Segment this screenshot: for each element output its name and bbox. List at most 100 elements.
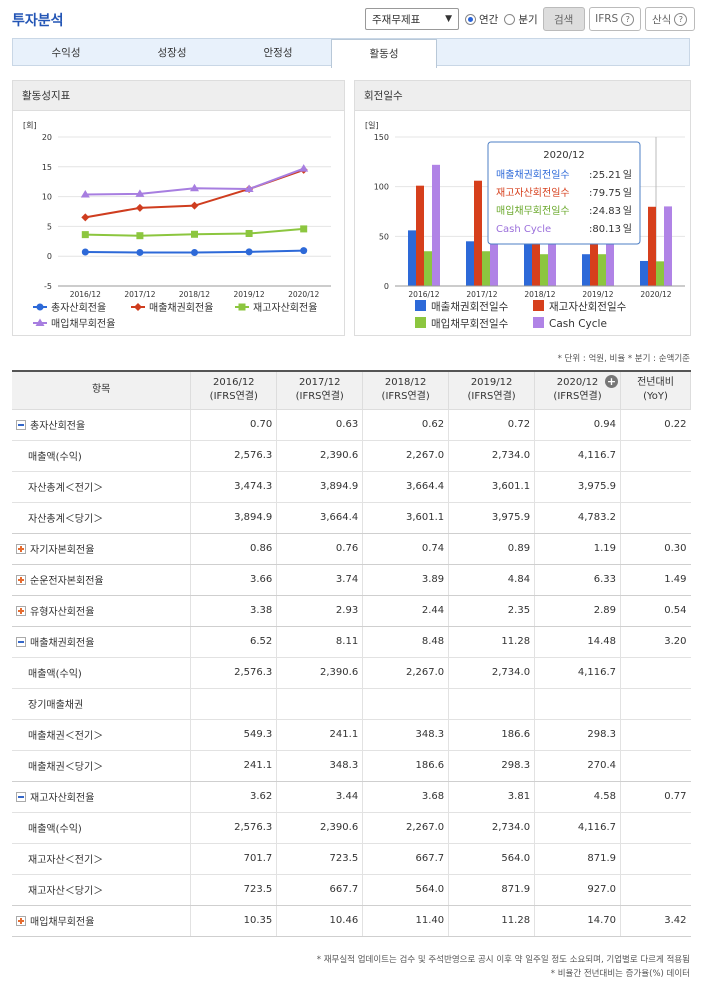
panel-title: 회전일수 xyxy=(355,81,690,111)
collapse-minus-icon[interactable] xyxy=(16,792,26,802)
table-cell: 2,267.0 xyxy=(362,812,449,844)
table-cell: 6.52 xyxy=(190,626,277,658)
table-cell: 2,267.0 xyxy=(362,440,449,472)
table-row: 재고자산＜전기＞ 701.7 723.5 667.7 564.0 871.9 xyxy=(12,843,691,875)
table-cell xyxy=(190,688,277,720)
radio-quarter[interactable]: 분기 xyxy=(504,12,538,27)
header-sublabel: (IFRS연결) xyxy=(381,391,430,403)
table-cell: 0.76 xyxy=(276,533,363,565)
search-button[interactable]: 검색 xyxy=(542,7,585,31)
table-row: 자산총계＜전기＞ 3,474.3 3,894.9 3,664.4 3,601.1 3,97… xyxy=(12,471,691,503)
expand-plus-icon[interactable]: + xyxy=(605,375,618,388)
formula-help-button[interactable]: 산식? xyxy=(644,7,695,31)
table-row: 매출채권＜전기＞ 549.3 241.1 348.3 186.6 298.3 xyxy=(12,719,691,751)
table-row: 재고자산＜당기＞ 723.5 667.7 564.0 871.9 927.0 xyxy=(12,874,691,906)
collapse-minus-icon[interactable] xyxy=(16,420,26,430)
table-cell: 11.28 xyxy=(448,905,535,937)
y-tick-label: -5 xyxy=(44,282,52,291)
y-tick-label: 0 xyxy=(384,282,389,291)
bar xyxy=(640,260,648,286)
table-cell xyxy=(620,502,691,534)
header-label: 2019/12 xyxy=(470,377,513,389)
header-label: 전년대비 xyxy=(637,377,674,389)
row-label-text: 매입채무회전율 xyxy=(30,917,95,928)
table-cell: 0.86 xyxy=(190,533,277,565)
row-label[interactable]: 매출채권회전율 xyxy=(12,626,191,658)
table-cell: 564.0 xyxy=(448,843,535,875)
row-label-text: 매출액(수익) xyxy=(28,669,82,680)
table-cell: 2,390.6 xyxy=(276,440,363,472)
ifrs-help-button[interactable]: IFRS? xyxy=(588,7,641,31)
activity-ratio-panel: 활동성지표 -5 0 5 10 15 20 [회] 2016/12 2017/12 2018/12… xyxy=(12,80,345,336)
expand-plus-icon[interactable] xyxy=(16,575,26,585)
tooltip-label: 재고자산회전일수 xyxy=(496,187,570,199)
table-cell xyxy=(620,874,691,906)
data-point xyxy=(244,184,254,192)
x-tick-label: 2019/12 xyxy=(582,290,613,299)
row-label[interactable]: 순운전자본회전율 xyxy=(12,564,191,596)
tab-profitability[interactable]: 수익성 xyxy=(51,47,81,59)
expand-plus-icon[interactable] xyxy=(16,916,26,926)
table-cell: 2,267.0 xyxy=(362,657,449,689)
tooltip-label: Cash Cycle xyxy=(496,224,551,235)
table-cell xyxy=(620,750,691,782)
collapse-minus-icon[interactable] xyxy=(16,637,26,647)
radio-annual-circle[interactable] xyxy=(465,13,476,25)
legend-marker xyxy=(36,303,44,311)
data-point xyxy=(81,231,89,239)
tooltip-value: :80.13 xyxy=(589,224,621,235)
tooltip-value: :79.75 xyxy=(589,188,621,199)
table-cell: 3.62 xyxy=(190,781,277,813)
row-label-text: 장기매출채권 xyxy=(28,700,84,711)
row-label[interactable]: 매입채무회전율 xyxy=(12,905,191,937)
table-cell: 723.5 xyxy=(276,843,363,875)
header-cell: 2016/12 (IFRS연결) xyxy=(190,370,278,410)
x-tick-label: 2020/12 xyxy=(640,290,671,299)
bar xyxy=(432,164,440,286)
row-label[interactable]: 유형자산회전율 xyxy=(12,595,191,627)
bar xyxy=(648,206,656,286)
legend-label: 총자산회전율 xyxy=(51,302,106,314)
table-cell: 0.72 xyxy=(448,409,535,441)
expand-plus-icon[interactable] xyxy=(16,606,26,616)
expand-plus-icon[interactable] xyxy=(16,544,26,554)
row-label-text: 매출액(수익) xyxy=(28,452,82,463)
ratio-table: 항목 2016/12 (IFRS연결) 2017/12 (IFRS연결) 2018/12 (… xyxy=(12,370,691,937)
table-cell xyxy=(620,812,691,844)
bar xyxy=(664,206,672,286)
row-label[interactable]: 자기자본회전율 xyxy=(12,533,191,565)
table-cell: 3.38 xyxy=(190,595,277,627)
table-cell: 4,783.2 xyxy=(534,502,621,534)
tab-stability[interactable]: 안정성 xyxy=(263,47,293,59)
table-cell: 10.35 xyxy=(190,905,277,937)
tab-growth[interactable]: 성장성 xyxy=(157,47,187,59)
row-label[interactable]: 재고자산회전율 xyxy=(12,781,191,813)
table-cell xyxy=(362,688,449,720)
header-cell: 2017/12 (IFRS연결) xyxy=(276,370,364,410)
table-cell: 14.48 xyxy=(534,626,621,658)
radio-quarter-circle[interactable] xyxy=(504,13,516,25)
statement-dropdown[interactable]: 주재무제표 ▼ xyxy=(365,8,459,30)
tooltip-unit: 일 xyxy=(623,169,632,181)
legend-marker xyxy=(35,318,45,326)
table-cell: 2,576.3 xyxy=(190,812,277,844)
y-tick-label: 0 xyxy=(47,252,52,261)
y-tick-label: 5 xyxy=(47,222,52,231)
row-label: 재고자산＜전기＞ xyxy=(12,843,191,875)
bar xyxy=(598,254,606,286)
radio-annual[interactable]: 연간 xyxy=(465,12,498,27)
row-label[interactable]: 총자산회전율 xyxy=(12,409,191,441)
data-point xyxy=(299,164,309,172)
table-cell xyxy=(620,688,691,720)
table-row: 매출채권＜당기＞ 241.1 348.3 186.6 298.3 270.4 xyxy=(12,750,691,782)
data-point xyxy=(136,248,144,256)
x-tick-label: 2020/12 xyxy=(288,290,319,299)
row-label-text: 매출채권＜당기＞ xyxy=(28,762,104,773)
table-cell: 1.19 xyxy=(534,533,621,565)
chevron-down-icon: ▼ xyxy=(445,14,452,24)
data-point xyxy=(245,229,253,237)
tab-activity[interactable]: 활동성 xyxy=(331,39,437,68)
row-label-text: 매출채권회전율 xyxy=(30,638,95,649)
row-label: 자산총계＜당기＞ xyxy=(12,502,191,534)
tooltip-unit: 일 xyxy=(623,187,632,199)
